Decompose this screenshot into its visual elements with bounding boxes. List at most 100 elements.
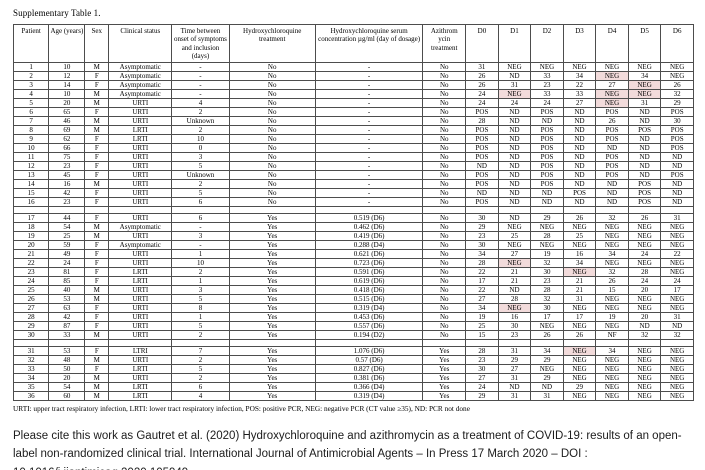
cell-time-between: - [171,80,230,90]
cell-hcq-serum: 0.381 (D6) [314,373,424,383]
cell-d0: 28 [465,258,499,268]
cell-d0: 22 [465,267,499,277]
cell-d1: 27 [497,249,532,259]
patient-row-19: 19 25 M URTI 3 Yes 0.419 (D6) No 23 25 28 25 NEG NEG N… [12,231,694,241]
cell-azithromycin: No [422,98,467,108]
cell-patient: 6 [12,107,50,117]
patient-row-17: 17 44 F URTI 6 Yes 0.519 (D6) No 30 ND 29 26 32 26 31 [12,213,694,223]
cell-clinical-status: URTI [108,161,173,171]
cell-d4: 26 [595,116,629,126]
cell-clinical-status: URTI [108,303,173,313]
empty-cell [228,339,316,347]
cell-d1: ND [497,188,532,198]
cell-patient: 5 [12,98,50,108]
cell-d6: NEG [660,222,694,232]
cell-clinical-status: URTI [108,355,173,365]
cell-d5: 20 [627,312,662,322]
cell-age: 48 [48,355,86,365]
cell-patient: 11 [12,152,50,162]
cell-patient: 36 [12,391,50,401]
cell-d0: 26 [465,71,499,81]
cell-clinical-status: URTI [108,152,173,162]
cell-d3: 22 [562,80,597,90]
cell-d1: NEG [497,62,532,72]
cell-d1: 28 [497,294,532,304]
cell-d3: NEG [562,222,597,232]
cell-d4: ND [595,188,629,198]
patient-row-14: 14 16 M URTI 2 No - No POS ND POS ND ND POS ND [12,179,694,189]
cell-d5: NEG [627,222,662,232]
cell-patient: 3 [12,80,50,90]
cell-d2: 30 [530,303,564,313]
column-header-d5: D5 [627,24,662,63]
cell-age: 20 [48,373,86,383]
cell-d0: POS [465,125,499,135]
cell-d5: ND [627,116,662,126]
cell-d6: 31 [660,312,694,322]
cell-hcq-serum: 0.515 (D6) [314,294,424,304]
cell-d2: NEG [530,364,564,374]
cell-d1: 24 [497,98,532,108]
cell-azithromycin: No [422,89,467,99]
column-header-hcq-treatment: Hydroxychloroquine treatment [228,24,316,63]
empty-cell [562,339,597,347]
cell-hcq-serum: 0.519 (D6) [314,213,424,223]
cell-time-between: 5 [171,321,230,331]
cell-clinical-status: URTI [108,294,173,304]
cell-patient: 32 [12,355,50,365]
cell-time-between: 10 [171,258,230,268]
cell-time-between: 0 [171,143,230,153]
cell-d2: POS [530,179,564,189]
cell-d2: 19 [530,249,564,259]
cell-d3: NEG [562,321,597,331]
cell-hcq-serum: - [314,80,424,90]
cell-azithromycin: No [422,197,467,207]
column-header-clinical-status: Clinical status [108,24,173,63]
cell-azithromycin: No [422,125,467,135]
cell-hcq-treatment: No [228,116,316,126]
cell-d3: 34 [562,71,597,81]
cell-d3: 29 [562,382,597,392]
cell-clinical-status: URTI [108,213,173,223]
cell-d4: NEG [595,231,629,241]
cell-sex: F [84,276,110,286]
cell-d5: NEG [627,240,662,250]
patient-row-23: 23 81 F LRTI 2 Yes 0.591 (D6) No 22 21 30 NEG 32 28 NE… [12,267,694,277]
cell-d6: NEG [660,355,694,365]
cell-hcq-serum: - [314,107,424,117]
cell-age: 44 [48,213,86,223]
cell-d2: POS [530,143,564,153]
empty-cell [627,206,662,214]
cell-d3: NEG [562,62,597,72]
cell-clinical-status: URTI [108,197,173,207]
cell-patient: 31 [12,346,50,356]
cell-d5: 34 [627,71,662,81]
cell-d0: 29 [465,391,499,401]
empty-cell [422,339,467,347]
empty-cell [530,206,564,214]
cell-age: 81 [48,267,86,277]
cell-d4: 32 [595,267,629,277]
cell-azithromycin: Yes [422,364,467,374]
patient-row-1: 1 10 M Asymptomatic - No - No 31 NEG NEG NEG NEG NEG N… [12,62,694,72]
cell-d0: POS [465,143,499,153]
cell-d1: 25 [497,231,532,241]
cell-d0: 26 [465,80,499,90]
cell-d0: 34 [465,249,499,259]
cell-d1: ND [497,116,532,126]
cell-age: 12 [48,71,86,81]
column-header-d2: D2 [530,24,564,63]
cell-d1: NEG [497,89,532,99]
cell-age: 66 [48,143,86,153]
cell-d0: POS [465,107,499,117]
cell-clinical-status: URTI [108,231,173,241]
cell-d2: NEG [530,240,564,250]
patient-row-25: 25 40 M URTI 3 Yes 0.418 (D6) No 22 ND 28 21 15 20 17 [12,285,694,295]
cell-age: 75 [48,152,86,162]
cell-d5: NEG [627,303,662,313]
cell-age: 23 [48,161,86,171]
cell-sex: M [84,391,110,401]
cell-d2: ND [530,197,564,207]
cell-d6: ND [660,188,694,198]
cell-sex: M [84,98,110,108]
